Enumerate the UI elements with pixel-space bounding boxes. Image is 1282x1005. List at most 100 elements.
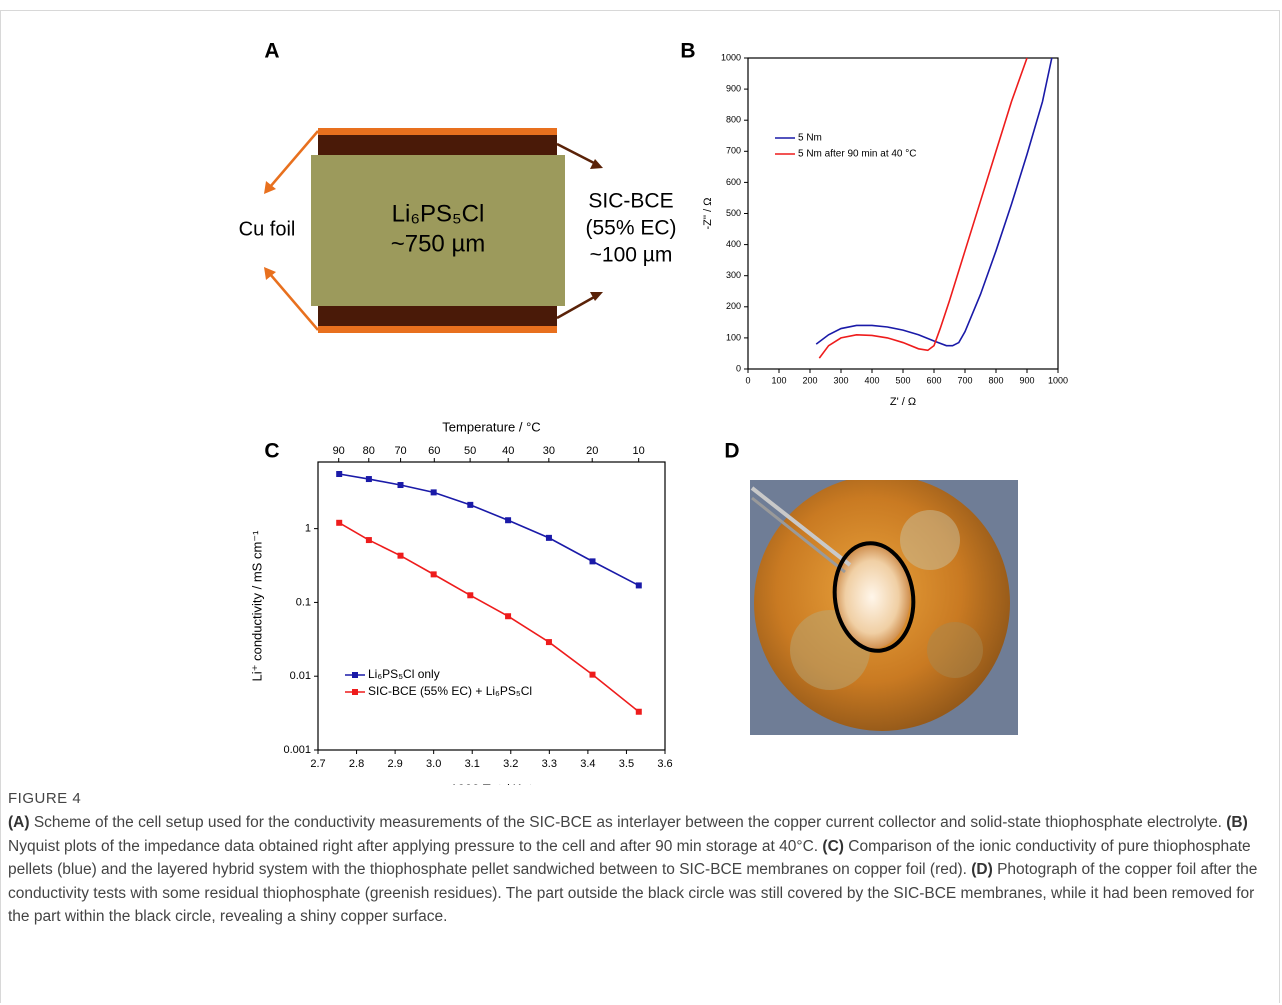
- data-point: [336, 471, 342, 477]
- x-tick-label: 400: [864, 375, 879, 385]
- data-point: [431, 489, 437, 495]
- pellet-label: Li₆PS₅Cl: [392, 200, 485, 227]
- panel-label: D: [724, 440, 739, 463]
- data-point: [505, 517, 511, 523]
- residue: [900, 510, 960, 570]
- plot-frame: [318, 462, 665, 750]
- series-line: [819, 58, 1027, 358]
- arrow: [270, 131, 318, 187]
- x2-tick-label: 80: [363, 445, 375, 457]
- data-point: [398, 482, 404, 488]
- pellet-thickness: ~750 µm: [391, 230, 486, 257]
- x-tick-label: 3.3: [542, 758, 557, 770]
- membrane-thickness: ~100 µm: [590, 244, 673, 267]
- x2-axis-label: Temperature / °C: [442, 419, 540, 434]
- x-tick-label: 0: [745, 375, 750, 385]
- x2-tick-label: 60: [428, 445, 440, 457]
- y-tick-label: 700: [726, 146, 741, 156]
- x-tick-label: 500: [895, 375, 910, 385]
- x2-tick-label: 30: [543, 445, 555, 457]
- panel-label: A: [264, 40, 279, 63]
- caption-label: (C): [822, 838, 844, 855]
- x-tick-label: 2.8: [349, 758, 364, 770]
- x-tick-label: 3.4: [580, 758, 595, 770]
- y-tick-label: 300: [726, 270, 741, 280]
- x-tick-label: 3.6: [657, 758, 672, 770]
- y-axis-label: -Z'' / Ω: [702, 198, 714, 230]
- page: A Cu foil Li₆PS₅Cl ~750 µm SIC-BCE (55% …: [0, 0, 1282, 1005]
- caption-label: (A): [8, 814, 30, 831]
- caption-text: Nyquist plots of the impedance data obta…: [8, 838, 818, 855]
- arrow-head: [590, 159, 603, 169]
- caption-body: (A) Scheme of the cell setup used for th…: [8, 811, 1270, 929]
- x-tick-label: 200: [802, 375, 817, 385]
- x-tick-label: 2.9: [387, 758, 402, 770]
- x2-tick-label: 20: [586, 445, 598, 457]
- data-point: [398, 553, 404, 559]
- caption: FIGURE 4 (A) Scheme of the cell setup us…: [8, 790, 1270, 929]
- x-tick-label: 600: [926, 375, 941, 385]
- series-line: [816, 58, 1052, 346]
- cu-foil: [318, 326, 557, 333]
- y-tick-label: 100: [726, 332, 741, 342]
- caption-label: (B): [1226, 814, 1248, 831]
- cu-foil-label: Cu foil: [239, 218, 296, 240]
- y-tick-label: 0.01: [290, 670, 311, 682]
- y-tick-label: 900: [726, 83, 741, 93]
- y-tick-label: 600: [726, 177, 741, 187]
- y-tick-label: 0.001: [283, 744, 311, 756]
- data-point: [366, 537, 372, 543]
- data-point: [636, 709, 642, 715]
- y-tick-label: 200: [726, 301, 741, 311]
- x2-tick-label: 50: [464, 445, 476, 457]
- data-point: [546, 535, 552, 541]
- cu-foil: [318, 128, 557, 135]
- plot-frame: [748, 58, 1058, 369]
- membrane-label: SIC-BCE: [588, 190, 673, 213]
- data-point: [467, 592, 473, 598]
- figure: A Cu foil Li₆PS₅Cl ~750 µm SIC-BCE (55% …: [0, 0, 1282, 785]
- x-axis-label: 1000 T⁻¹ / K⁻¹: [450, 781, 533, 785]
- data-point: [366, 476, 372, 482]
- y-tick-label: 1: [305, 523, 311, 535]
- caption-label: (D): [971, 861, 993, 878]
- x-tick-label: 3.2: [503, 758, 518, 770]
- x-tick-label: 100: [771, 375, 786, 385]
- y-tick-label: 1000: [721, 52, 741, 62]
- x2-tick-label: 90: [333, 445, 345, 457]
- y-tick-label: 0.1: [296, 596, 311, 608]
- x-tick-label: 300: [833, 375, 848, 385]
- x-tick-label: 3.5: [619, 758, 634, 770]
- x-tick-label: 800: [988, 375, 1003, 385]
- y-tick-label: 0: [736, 363, 741, 373]
- x2-tick-label: 40: [502, 445, 514, 457]
- data-point: [636, 582, 642, 588]
- data-point: [467, 502, 473, 508]
- legend-marker: [352, 689, 358, 695]
- data-point: [505, 613, 511, 619]
- data-point: [590, 672, 596, 678]
- photo: [750, 475, 1018, 735]
- caption-title: FIGURE 4: [8, 790, 1270, 807]
- x-tick-label: 700: [957, 375, 972, 385]
- panel-label: C: [264, 440, 279, 463]
- y-tick-label: 800: [726, 115, 741, 125]
- legend-label: 5 Nm: [798, 133, 822, 144]
- legend-label: SIC-BCE (55% EC) + Li₆PS₅Cl: [368, 684, 532, 698]
- legend-label: Li₆PS₅Cl only: [368, 667, 440, 681]
- membrane: [318, 306, 557, 326]
- x2-tick-label: 70: [394, 445, 406, 457]
- caption-text: Scheme of the cell setup used for the co…: [34, 814, 1222, 831]
- data-point: [431, 571, 437, 577]
- panel-label: B: [680, 40, 695, 63]
- arrow: [270, 274, 318, 330]
- data-point: [546, 639, 552, 645]
- x-axis-label: Z' / Ω: [890, 396, 916, 408]
- x-tick-label: 3.1: [465, 758, 480, 770]
- y-tick-label: 400: [726, 239, 741, 249]
- data-point: [336, 520, 342, 526]
- legend-marker: [352, 672, 358, 678]
- membrane-composition: (55% EC): [585, 217, 676, 240]
- series-line: [339, 474, 639, 585]
- data-point: [590, 558, 596, 564]
